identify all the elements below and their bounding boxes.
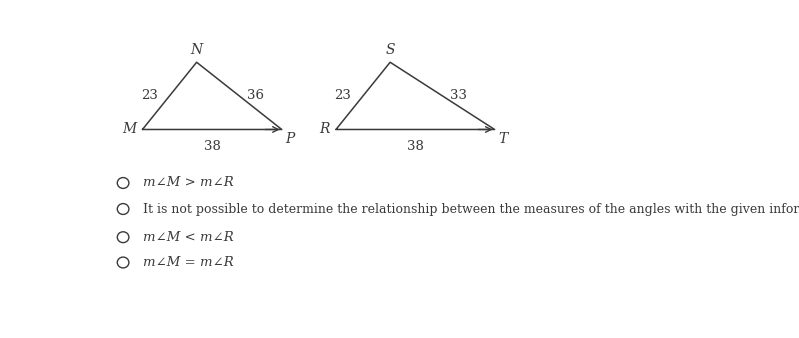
- Text: P: P: [286, 132, 295, 146]
- Text: 23: 23: [141, 89, 158, 102]
- Text: m∠M = m∠R: m∠M = m∠R: [143, 256, 233, 269]
- Text: 38: 38: [204, 140, 221, 152]
- Text: 36: 36: [247, 89, 264, 102]
- Text: m∠M < m∠R: m∠M < m∠R: [143, 231, 233, 244]
- Text: R: R: [320, 122, 330, 137]
- Text: 23: 23: [335, 89, 352, 102]
- Text: N: N: [191, 43, 203, 57]
- Text: 38: 38: [407, 140, 423, 152]
- Text: m∠M > m∠R: m∠M > m∠R: [143, 176, 233, 190]
- Text: It is not possible to determine the relationship between the measures of the ang: It is not possible to determine the rela…: [143, 202, 799, 216]
- Text: M: M: [122, 122, 137, 137]
- Text: 33: 33: [450, 89, 467, 102]
- Text: S: S: [385, 43, 395, 57]
- Text: T: T: [499, 132, 507, 146]
